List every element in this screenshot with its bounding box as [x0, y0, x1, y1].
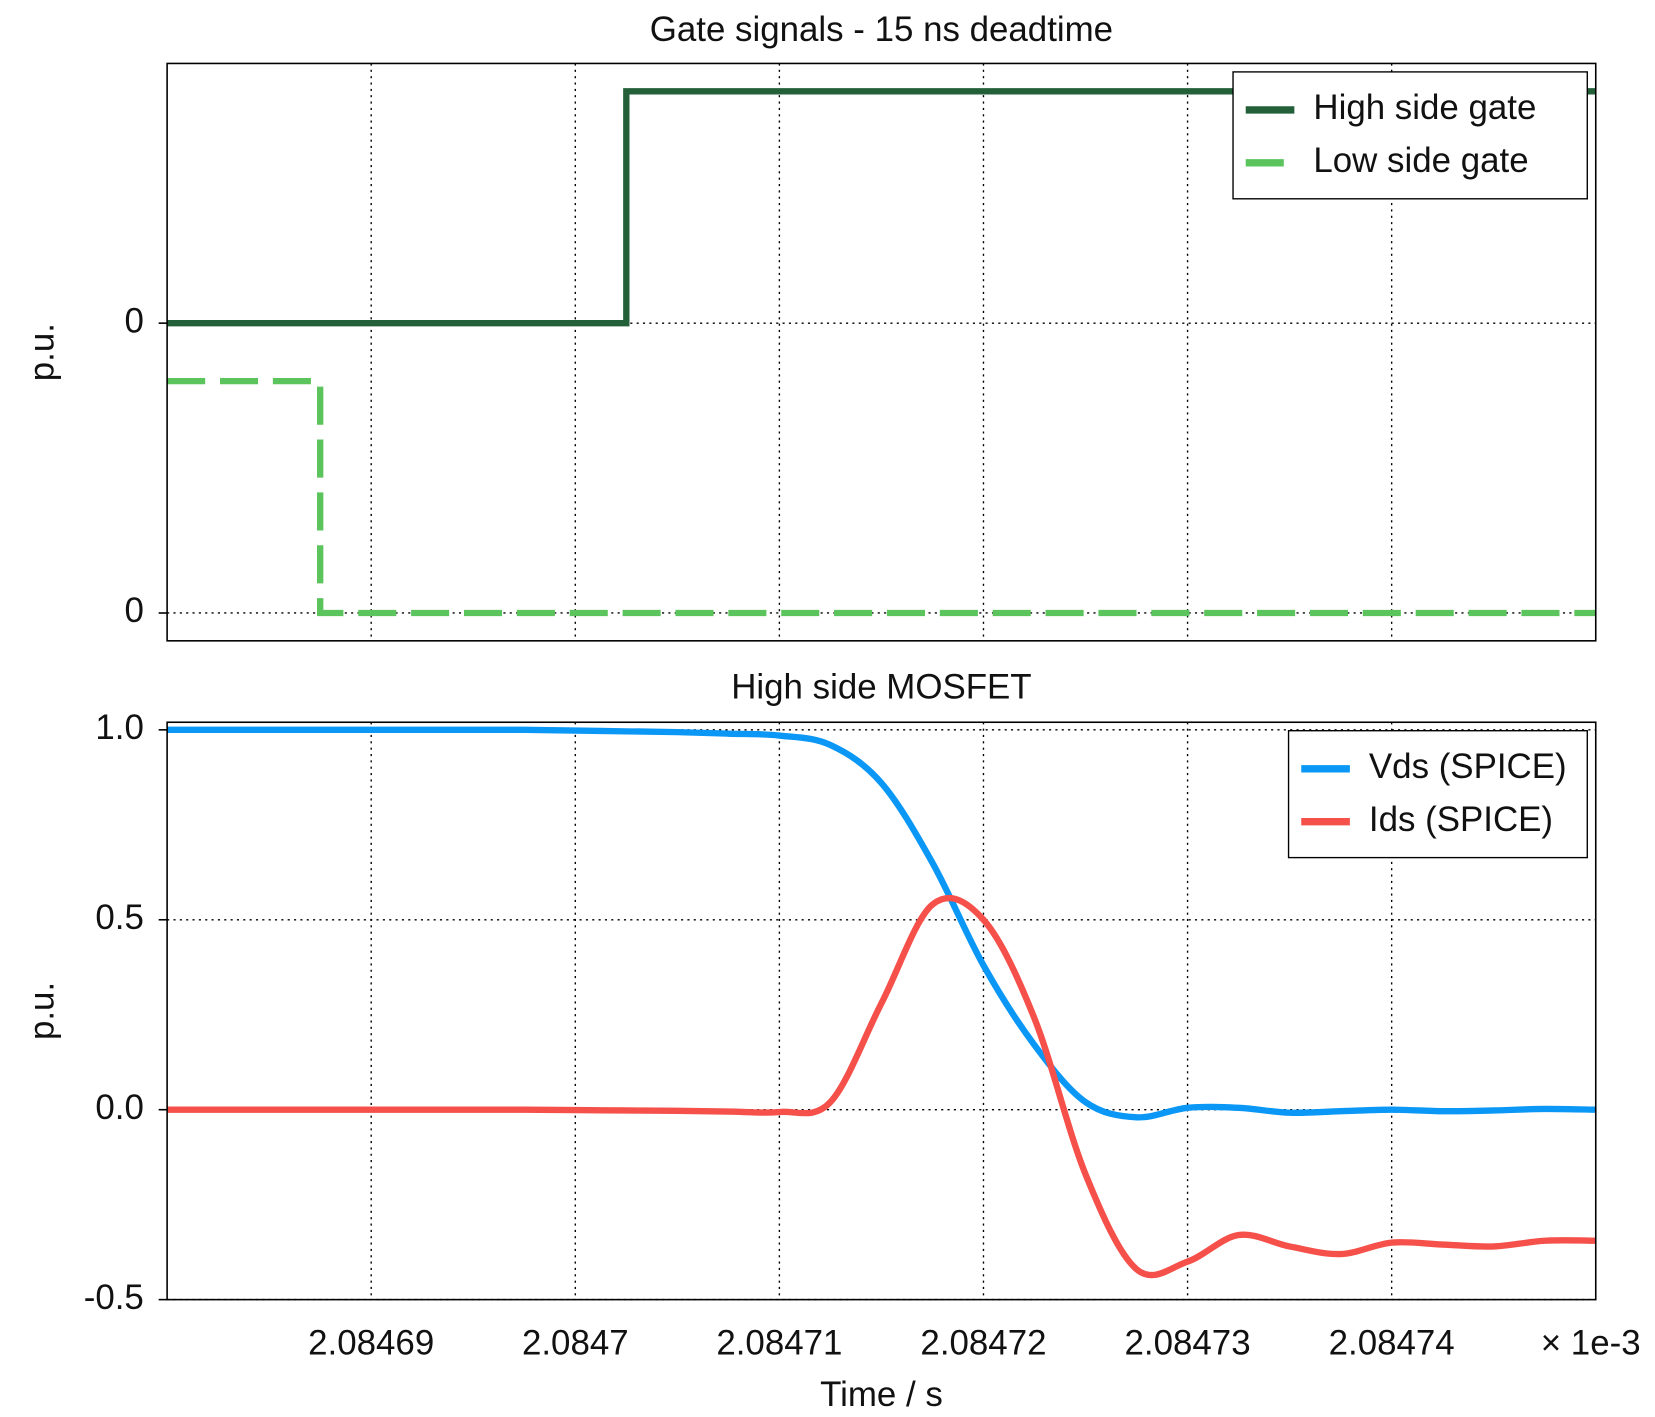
- legend-box: [1232, 71, 1588, 200]
- x-tick-label: 2.08473: [1125, 1323, 1251, 1362]
- y-axis-label: p.u.: [23, 323, 62, 381]
- series-line: [167, 894, 1596, 1279]
- x-axis-label: Time / s: [820, 1375, 943, 1414]
- x-tick-label: 2.08471: [716, 1323, 842, 1362]
- y-tick-label: 0: [124, 591, 143, 630]
- x-tick-label: 2.0847: [522, 1323, 629, 1362]
- x-tick-label: 2.08469: [308, 1323, 434, 1362]
- legend-label: Vds (SPICE): [1369, 747, 1567, 786]
- y-tick-label: 0.5: [95, 898, 143, 937]
- legend-box: [1287, 730, 1588, 859]
- plot-area: [167, 726, 1596, 1279]
- legend-label: Low side gate: [1313, 141, 1528, 180]
- y-tick-label: 0.0: [95, 1088, 143, 1127]
- legend-label: High side gate: [1313, 88, 1536, 127]
- series-line: [167, 377, 1596, 617]
- series-line: [167, 726, 1596, 1121]
- x-tick-label: 2.08472: [920, 1323, 1046, 1362]
- axes-frame: [166, 721, 1597, 1301]
- axes-frame: [166, 62, 1597, 642]
- x-offset-label: × 1e-3: [1541, 1323, 1641, 1362]
- series-line: [167, 88, 1596, 327]
- y-tick-label: 1.0: [95, 708, 143, 747]
- x-tick-label: 2.08474: [1329, 1323, 1455, 1362]
- legend-label: Ids (SPICE): [1369, 800, 1553, 839]
- plot-area: [167, 88, 1596, 617]
- chart-title: High side MOSFET: [731, 668, 1031, 707]
- y-tick-label: 0: [124, 301, 143, 340]
- y-tick-label: -0.5: [84, 1278, 144, 1317]
- chart-title: Gate signals - 15 ns deadtime: [650, 10, 1113, 49]
- y-axis-label: p.u.: [23, 982, 62, 1040]
